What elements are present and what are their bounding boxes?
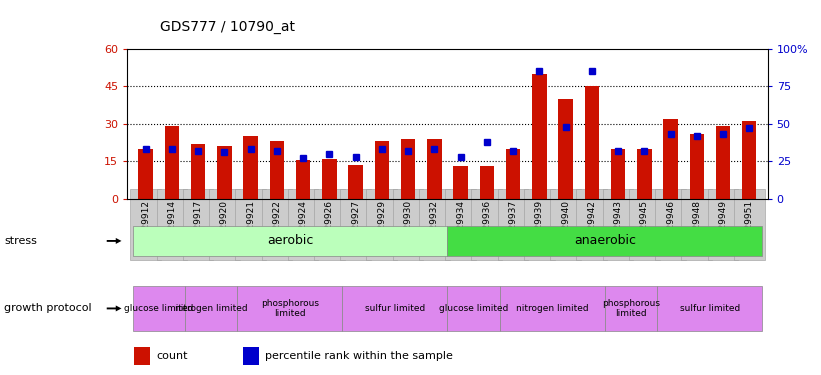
Bar (243, 136, 258, 199)
Bar (663, 119, 678, 199)
Text: phosphorous
limited: phosphorous limited (602, 299, 660, 318)
Bar (374, 141, 389, 199)
Text: glucose limited: glucose limited (439, 304, 508, 313)
Bar (401, 139, 415, 199)
Text: stress: stress (4, 236, 37, 246)
Bar (132, 226, 447, 256)
Text: GDS777 / 10790_at: GDS777 / 10790_at (160, 20, 295, 34)
Bar (658, 286, 763, 331)
Bar (132, 286, 185, 331)
Bar (217, 146, 232, 199)
Text: nitrogen limited: nitrogen limited (175, 304, 248, 313)
Text: sulfur limited: sulfur limited (680, 304, 740, 313)
Bar (165, 126, 179, 199)
Bar (191, 144, 205, 199)
Text: sulfur limited: sulfur limited (365, 304, 425, 313)
Text: glucose limited: glucose limited (124, 304, 194, 313)
Text: count: count (156, 351, 187, 361)
Text: anaerobic: anaerobic (574, 234, 636, 248)
Bar (348, 165, 363, 199)
Bar (269, 141, 284, 199)
Bar (558, 99, 573, 199)
Bar (605, 286, 658, 331)
Bar (296, 160, 310, 199)
Bar (585, 86, 599, 199)
Bar (611, 149, 626, 199)
Bar (447, 286, 500, 331)
Bar (690, 134, 704, 199)
Bar (500, 286, 605, 331)
Bar (139, 149, 153, 199)
Text: phosphorous
limited: phosphorous limited (261, 299, 319, 318)
Bar (322, 159, 337, 199)
Bar (716, 126, 730, 199)
Bar (532, 74, 547, 199)
Text: growth protocol: growth protocol (4, 303, 92, 313)
Bar (342, 286, 447, 331)
Bar (506, 149, 521, 199)
Bar (479, 166, 494, 199)
Bar (237, 286, 342, 331)
Bar (637, 149, 652, 199)
Text: aerobic: aerobic (267, 234, 313, 248)
Bar (242, 347, 259, 365)
Bar (134, 347, 149, 365)
Text: nitrogen limited: nitrogen limited (516, 304, 589, 313)
Text: percentile rank within the sample: percentile rank within the sample (265, 351, 453, 361)
Bar (742, 121, 756, 199)
Bar (447, 226, 763, 256)
Bar (427, 139, 442, 199)
Bar (185, 286, 237, 331)
Bar (453, 166, 468, 199)
